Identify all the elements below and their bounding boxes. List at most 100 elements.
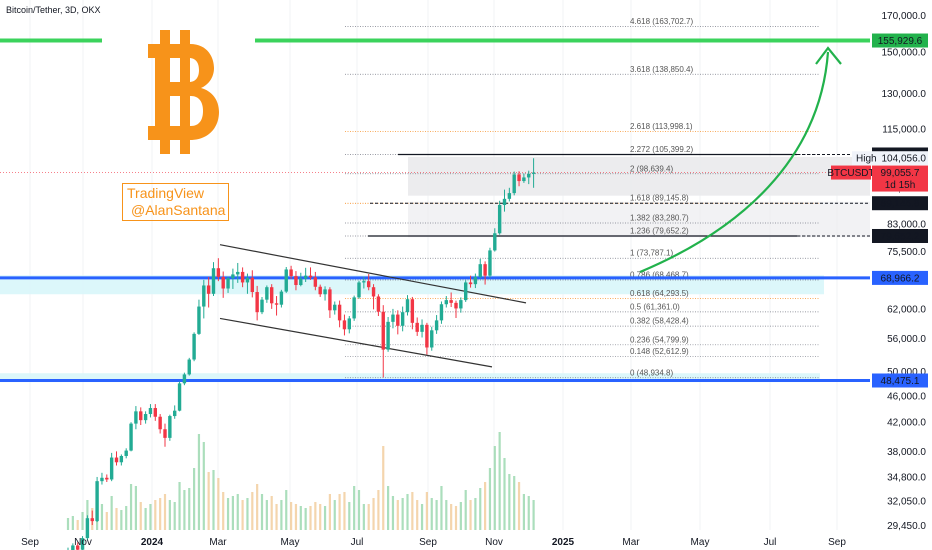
- volume-bar: [197, 434, 201, 530]
- volume-bar: [372, 498, 375, 530]
- candle-body: [483, 264, 487, 276]
- volume-bar: [183, 490, 186, 530]
- candle-body: [420, 324, 424, 332]
- candle-body: [250, 277, 254, 293]
- price-labels: 155,929.6105,399.289,145.879,652.268,966…: [827, 33, 928, 388]
- x-tick-label: May: [691, 537, 710, 548]
- fib-label: 2 (98,639.4): [630, 164, 673, 173]
- volume-bar: [498, 432, 501, 530]
- volume-bar: [517, 482, 521, 530]
- volume-bar: [115, 508, 118, 530]
- y-tick-label: 115,000.0: [882, 125, 926, 136]
- fib-label: 1.382 (83,280.7): [630, 214, 689, 223]
- volume-bar: [522, 494, 525, 530]
- candle-body: [497, 205, 502, 234]
- candle-body: [454, 302, 458, 309]
- volume-bar: [149, 504, 152, 530]
- volume-bar: [270, 496, 273, 530]
- volume-bar: [120, 510, 123, 530]
- volume-bar: [280, 500, 283, 530]
- volume-bar: [86, 500, 89, 530]
- candle-body: [527, 173, 531, 178]
- candle-body: [187, 359, 191, 375]
- price-label: 89,145.8: [881, 199, 920, 210]
- y-tick-label: 46,000.0: [887, 391, 926, 402]
- candle-body: [502, 198, 507, 206]
- x-tick-label: May: [281, 537, 300, 548]
- x-tick-label: Sep: [419, 537, 437, 548]
- candle-body: [148, 408, 153, 415]
- candle-body: [444, 300, 448, 305]
- candle-body: [226, 278, 230, 289]
- volume-bar: [290, 502, 293, 530]
- y-tick-label: 150,000.0: [882, 47, 927, 58]
- candle-body: [396, 314, 400, 326]
- volume-bar: [488, 468, 492, 530]
- grid: [29, 0, 838, 530]
- candle-body: [425, 324, 429, 348]
- candle-body: [347, 318, 351, 330]
- candle-body: [430, 330, 434, 348]
- price-label: 48,475.1: [881, 376, 920, 387]
- x-tick-label: Nov: [485, 537, 503, 548]
- candle-body: [318, 286, 322, 295]
- candle-body: [231, 274, 235, 279]
- candle-body: [124, 450, 128, 456]
- high-label-value: 104,056.0: [882, 154, 927, 165]
- candle-body: [400, 312, 405, 326]
- volume-bar: [333, 500, 336, 530]
- time-axis: Sep Nov 2024 Mar May Jul Sep Nov 2025 Mar May Jul Se…: [21, 537, 846, 548]
- candle-body: [381, 311, 385, 350]
- volume-bar: [159, 498, 162, 530]
- volume-bar: [231, 496, 234, 530]
- volume-bar: [188, 488, 191, 530]
- chart-title: Bitcoin/Tether, 3D, OKX: [6, 5, 101, 15]
- candle-body: [105, 477, 109, 480]
- volume-bar: [362, 504, 365, 530]
- channel-lower-line: [219, 317, 493, 368]
- logo-b-shape: [148, 44, 219, 140]
- y-tick-label: 75,500.0: [887, 247, 926, 258]
- volume-bar: [479, 488, 482, 530]
- fib-label: 0.786 (68,468.7): [630, 271, 689, 280]
- volume-bar: [265, 500, 268, 530]
- volume-bar: [294, 504, 298, 530]
- price-label-bg: [872, 270, 928, 285]
- volume-bar: [328, 494, 331, 530]
- volume-bar: [202, 442, 205, 530]
- candle-body: [80, 538, 85, 550]
- candle-body: [158, 416, 162, 430]
- y-tick-label: 32,050.0: [887, 496, 926, 507]
- candle-body: [202, 285, 206, 307]
- candle-body: [153, 408, 157, 417]
- volume-bar: [212, 470, 215, 530]
- candle-body: [517, 174, 521, 182]
- symbol-label-bg: [831, 165, 871, 180]
- y-tick-label: 56,000.0: [887, 334, 926, 345]
- candle-body: [303, 275, 308, 279]
- high-label-bg: [852, 151, 928, 166]
- volume-bar: [353, 486, 356, 530]
- candle-body: [459, 300, 463, 309]
- high-label: High: [856, 154, 877, 165]
- x-tick-label: Sep: [21, 537, 39, 548]
- volume-bar: [503, 458, 506, 530]
- candle-body: [245, 277, 250, 283]
- y-tick-label: 62,000.0: [887, 304, 926, 315]
- candle-body: [410, 299, 415, 323]
- current-price-bg: [872, 165, 928, 192]
- candle-body: [468, 282, 473, 285]
- candle-body: [522, 177, 526, 182]
- candle-body: [464, 282, 468, 301]
- volume-bar: [304, 508, 307, 530]
- volume-bar: [168, 500, 171, 530]
- volume-bar: [134, 486, 137, 530]
- candle-body: [260, 299, 264, 313]
- x-tick-label: Sep: [828, 537, 846, 548]
- volume-bar: [285, 490, 288, 530]
- candle-body: [337, 304, 342, 321]
- volume-bar: [100, 504, 104, 530]
- y-tick-label: 38,000.0: [887, 447, 926, 458]
- volume-bar: [105, 512, 108, 530]
